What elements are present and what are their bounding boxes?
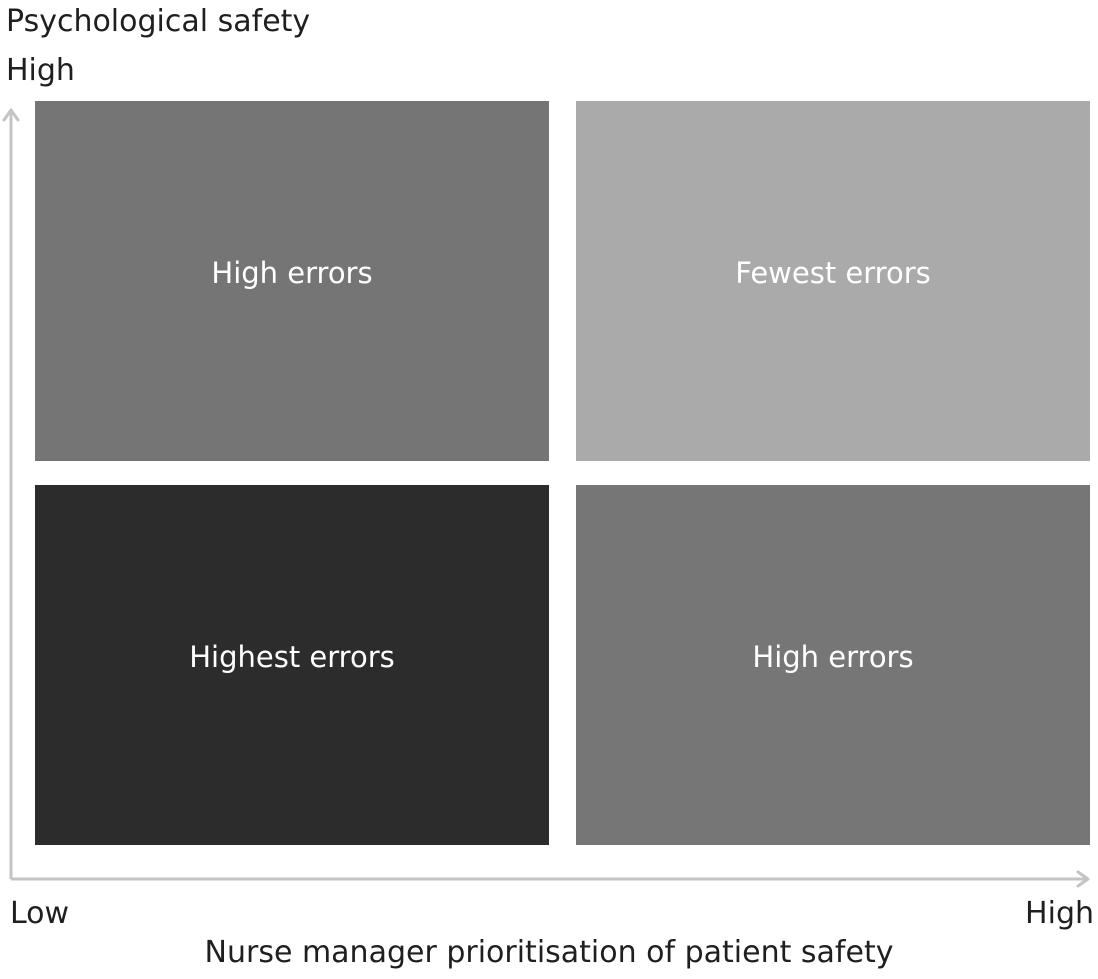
x-axis-title: Nurse manager prioritisation of patient … (204, 935, 894, 970)
quadrant-bottom-left: Highest errors (35, 485, 549, 845)
x-axis-high-label: High (1025, 896, 1094, 931)
y-axis-high-label: High (6, 53, 75, 88)
quadrant-top-left: High errors (35, 101, 549, 461)
quadrant-top-right: Fewest errors (576, 101, 1090, 461)
quadrant-bottom-right: High errors (576, 485, 1090, 845)
quadrant-label-top-right: Fewest errors (735, 256, 931, 290)
quadrant-label-top-left: High errors (211, 256, 373, 290)
x-axis-arrow-icon (1076, 870, 1090, 888)
x-axis-low-label: Low (10, 896, 70, 931)
quadrant-label-bottom-right: High errors (752, 640, 914, 674)
y-axis-arrow-icon (2, 108, 20, 122)
y-axis-title: Psychological safety (6, 4, 311, 39)
quadrant-label-bottom-left: Highest errors (189, 640, 395, 674)
